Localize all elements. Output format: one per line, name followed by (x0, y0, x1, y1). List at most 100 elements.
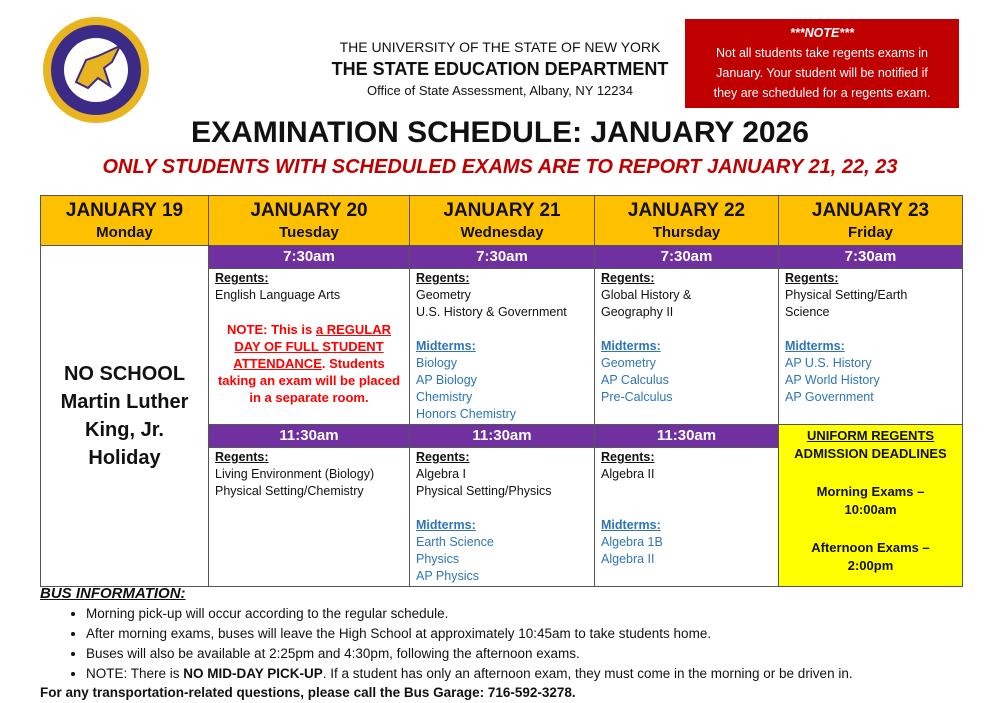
day-date: JANUARY 21 (443, 200, 561, 221)
midterm-item: Pre-Calculus (601, 390, 673, 404)
regents-label: Regents: (215, 450, 269, 464)
midterm-item: AP U.S. History (785, 356, 872, 370)
midterm-item: Algebra 1B (601, 535, 663, 549)
exam-item: Global History & (601, 288, 692, 302)
bus-contact: For any transportation-related questions… (40, 685, 576, 700)
day-weekday: Friday (847, 224, 893, 241)
no-school-text: Martin Luther (60, 391, 189, 413)
bus-text: NO MID-DAY PICK-UP (183, 666, 323, 681)
note-line: January. Your student will be notified i… (716, 66, 928, 80)
note-line: Not all students take regents exams in (716, 46, 928, 60)
exam-item: Algebra II (601, 467, 655, 481)
midterms-label: Midterms: (785, 339, 845, 353)
midterm-item: AP World History (785, 373, 880, 387)
no-school-text: Holiday (88, 447, 161, 469)
exam-item: Living Environment (Biology) (215, 467, 375, 481)
day-header: JANUARY 21 Wednesday (409, 195, 595, 246)
day-weekday: Monday (96, 224, 153, 241)
day-date: JANUARY 20 (250, 200, 368, 221)
deadlines-title: UNIFORM REGENTS (806, 428, 935, 443)
time-header: 7:30am (208, 245, 410, 269)
midterm-item: AP Government (785, 390, 874, 404)
page-title: EXAMINATION SCHEDULE: JANUARY 2026 (191, 116, 809, 149)
exam-cell: Regents: Algebra II Midterms: Algebra 1B… (594, 447, 779, 587)
note-text: . Students taking an exam will be placed… (217, 356, 401, 405)
exam-item: English Language Arts (215, 288, 341, 302)
no-school-cell: NO SCHOOL Martin Luther King, Jr. Holida… (40, 245, 209, 587)
day-header: JANUARY 23 Friday (778, 195, 963, 246)
exam-item: Physical Setting/Earth (785, 288, 908, 302)
header-office: Office of State Assessment, Albany, NY 1… (367, 83, 633, 98)
bus-item: After morning exams, buses will leave th… (86, 624, 980, 644)
bus-title: BUS INFORMATION: (40, 585, 186, 602)
header-department: THE STATE EDUCATION DEPARTMENT (331, 59, 669, 79)
schedule-table: JANUARY 19 Monday JANUARY 20 Tuesday JANUA… (40, 195, 963, 587)
midterm-item: AP Physics (416, 569, 479, 583)
time-header: 7:30am (594, 245, 779, 269)
morning-deadline-time: 10:00am (844, 502, 897, 517)
exam-item: Science (785, 305, 830, 319)
day-date: JANUARY 19 (65, 200, 184, 221)
bus-item: NOTE: There is NO MID-DAY PICK-UP. If a … (86, 664, 980, 684)
time-header: 11:30am (208, 424, 410, 448)
deadlines-title: ADMISSION DEADLINES (794, 446, 947, 461)
regents-label: Regents: (416, 271, 470, 285)
note-title: ***NOTE*** (790, 26, 854, 40)
exam-cell: Regents: Physical Setting/Earth Science … (778, 268, 963, 425)
midterm-item: Geometry (601, 356, 656, 370)
time-header: 7:30am (778, 245, 963, 269)
time-header: 11:30am (409, 424, 595, 448)
day-header: JANUARY 20 Tuesday (208, 195, 410, 246)
note-text: NOTE: This is (227, 322, 316, 337)
midterm-item: Algebra II (601, 552, 655, 566)
exam-cell: Regents: Global History & Geography II M… (594, 268, 779, 425)
day-header-row: JANUARY 19 Monday JANUARY 20 Tuesday JANUA… (40, 195, 963, 246)
afternoon-deadline-label: Afternoon Exams – (811, 540, 930, 555)
admission-deadlines-cell: UNIFORM REGENTS ADMISSION DEADLINES Morn… (778, 424, 963, 587)
exam-cell: Regents: Algebra I Physical Setting/Phys… (409, 447, 595, 587)
note-text: a REGULAR DAY OF FULL STUDENT ATTENDANCE (233, 322, 391, 371)
bus-text: NOTE: There is (86, 666, 184, 681)
midterms-label: Midterms: (416, 339, 476, 353)
day-weekday: Thursday (652, 224, 721, 241)
day-header: JANUARY 19 Monday (40, 195, 209, 246)
midterm-item: Physics (416, 552, 460, 566)
midterms-label: Midterms: (416, 518, 476, 532)
day-weekday: Tuesday (279, 224, 339, 241)
regents-label: Regents: (601, 450, 655, 464)
exam-cell: Regents: English Language Arts NOTE: Thi… (208, 268, 410, 425)
header-university: THE UNIVERSITY OF THE STATE OF NEW YORK (339, 39, 661, 55)
day-date: JANUARY 22 (627, 200, 746, 221)
afternoon-deadline-time: 2:00pm (847, 558, 894, 573)
day-date: JANUARY 23 (811, 200, 930, 221)
bus-item: Morning pick-up will occur according to … (86, 604, 980, 624)
midterm-item: Biology (416, 356, 457, 370)
exam-cell: Regents: Living Environment (Biology) Ph… (208, 447, 410, 587)
bus-item: Buses will also be available at 2:25pm a… (86, 644, 980, 664)
bus-information: BUS INFORMATION: Morning pick-up will oc… (40, 585, 980, 702)
page-subtitle: ONLY STUDENTS WITH SCHEDULED EXAMS ARE T… (102, 156, 898, 178)
district-seal-logo (43, 17, 149, 123)
midterm-item: Chemistry (416, 390, 473, 404)
exam-item: Physical Setting/Physics (416, 484, 552, 498)
note-line: they are scheduled for a regents exam. (713, 86, 931, 100)
regents-label: Regents: (601, 271, 655, 285)
regents-label: Regents: (416, 450, 470, 464)
regents-label: Regents: (215, 271, 269, 285)
exam-item: Algebra I (416, 467, 467, 481)
day-header: JANUARY 22 Thursday (594, 195, 779, 246)
time-header: 11:30am (594, 424, 779, 448)
exam-item: Geometry (416, 288, 471, 302)
note-box: ***NOTE*** Not all students take regents… (685, 19, 959, 108)
midterms-label: Midterms: (601, 518, 661, 532)
no-school-text: King, Jr. (85, 419, 164, 441)
regents-label: Regents: (785, 271, 839, 285)
midterm-item: AP Biology (416, 373, 477, 387)
midterm-item: AP Calculus (601, 373, 669, 387)
exam-item: Geography II (601, 305, 674, 319)
midterm-item: Honors Chemistry (416, 407, 517, 421)
time-header: 7:30am (409, 245, 595, 269)
bus-text: . If a student has only an afternoon exa… (322, 666, 853, 681)
no-school-text: NO SCHOOL (63, 363, 186, 385)
exam-cell: Regents: Geometry U.S. History & Governm… (409, 268, 595, 425)
